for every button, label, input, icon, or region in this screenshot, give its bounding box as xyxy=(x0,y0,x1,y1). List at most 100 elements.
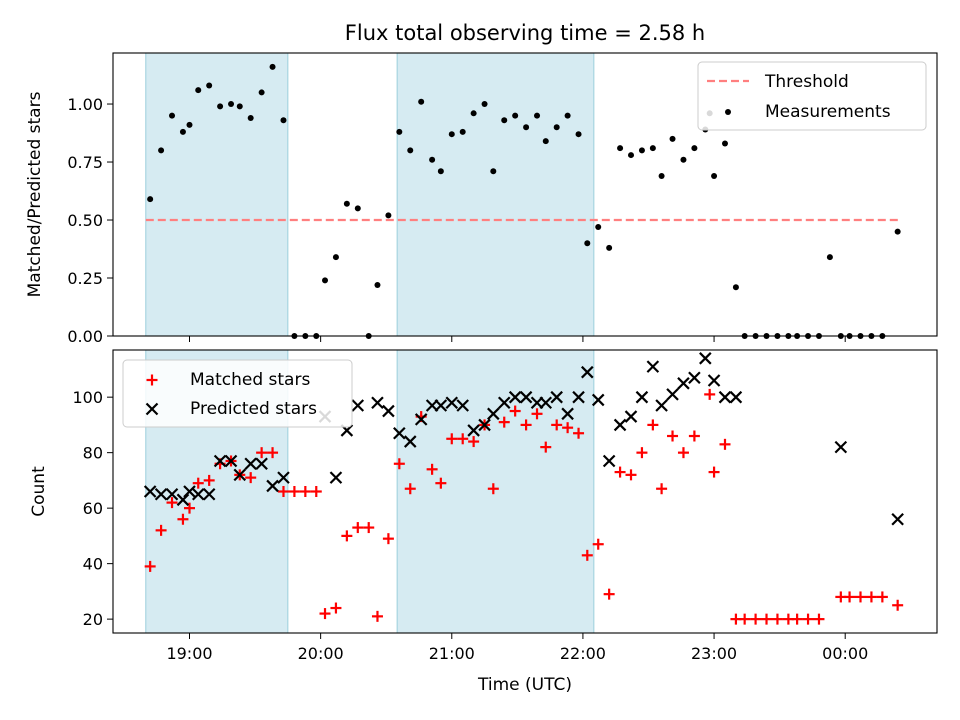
measurement-point xyxy=(894,228,901,235)
predicted-star-marker-b xyxy=(393,426,406,440)
predicted-star-marker-b xyxy=(707,374,721,387)
measurement-point xyxy=(206,82,213,89)
predicted-star-marker xyxy=(602,454,616,468)
predicted-star-marker-b xyxy=(183,485,196,498)
matched-star-marker xyxy=(166,497,178,509)
predicted-star-marker xyxy=(635,390,649,404)
predicted-star-marker-b xyxy=(718,390,732,404)
predicted-star-marker-b xyxy=(143,485,157,498)
predicted-star-marker xyxy=(550,390,563,404)
predicted-star-marker xyxy=(233,468,247,482)
predicted-star-marker xyxy=(487,407,500,421)
top-legend: Threshold Measurements xyxy=(697,61,927,131)
matched-star-marker xyxy=(352,522,364,534)
measurement-point xyxy=(217,103,224,110)
predicted-star-marker-b xyxy=(277,471,290,484)
matched-star-marker xyxy=(404,483,416,495)
top-panel: 0.00 0.25 0.50 0.75 1.00 Flux total observin… xyxy=(25,21,938,346)
legend-measurement-swatch xyxy=(725,109,731,115)
predicted-star-marker xyxy=(834,440,848,454)
matched-star-marker xyxy=(371,610,383,622)
matched-star-marker xyxy=(704,388,716,400)
matched-star-marker xyxy=(177,513,189,525)
predicted-star-marker xyxy=(434,399,448,412)
top-axis-ticks: 0.00 0.25 0.50 0.75 1.00 xyxy=(67,95,846,346)
predicted-star-marker-b xyxy=(677,377,690,390)
predicted-star-marker xyxy=(666,388,679,401)
predicted-star-marker xyxy=(655,399,668,412)
predicted-stars-markers xyxy=(143,352,904,526)
matched-star-marker xyxy=(509,405,521,417)
shaded-interval-0 xyxy=(145,52,289,337)
predicted-star-marker-b xyxy=(255,457,268,471)
matched-star-marker xyxy=(614,466,626,478)
bottom-panel: 19:00 20:00 21:00 22:00 23:00 00:00 20 40 60 80 10… xyxy=(29,349,938,695)
y-tick-label: 100 xyxy=(72,388,103,407)
measurement-point xyxy=(179,128,186,135)
predicted-star-marker-b xyxy=(213,454,227,468)
legend-matched-label: Matched stars xyxy=(190,370,310,390)
predicted-star-marker xyxy=(143,485,157,498)
predicted-star-marker xyxy=(329,471,343,484)
chart-title: Flux total observing time = 2.58 h xyxy=(345,21,705,45)
measurement-point xyxy=(236,103,243,110)
bottom-axis-ticks: 19:00 20:00 21:00 22:00 23:00 00:00 20 40 60 80 10… xyxy=(72,388,868,663)
measurement-point xyxy=(680,156,687,163)
predicted-star-marker-b xyxy=(371,396,384,409)
measurement-point xyxy=(691,145,698,152)
measurement-point xyxy=(147,196,154,203)
predicted-star-marker xyxy=(456,399,469,412)
measurement-point xyxy=(490,168,497,175)
predicted-star-marker xyxy=(255,457,268,471)
matched-star-marker xyxy=(562,422,574,434)
matched-star-marker xyxy=(719,438,731,450)
measurement-point xyxy=(186,121,193,128)
measurement-point xyxy=(354,205,361,212)
predicted-star-marker xyxy=(591,393,605,407)
measurement-point xyxy=(826,254,833,261)
predicted-star-marker xyxy=(688,371,701,385)
predicted-star-marker xyxy=(266,479,279,493)
predicted-star-marker-b xyxy=(646,360,660,373)
matched-star-marker xyxy=(299,486,311,497)
matched-star-marker xyxy=(592,538,604,550)
predicted-star-marker-b xyxy=(834,440,848,454)
measurement-point xyxy=(470,110,477,117)
measurement-point xyxy=(512,112,519,119)
predicted-star-marker xyxy=(646,360,660,373)
y-tick-label: 1.00 xyxy=(67,95,103,114)
measurement-point xyxy=(501,117,508,124)
predicted-star-marker-b xyxy=(487,407,500,421)
matched-star-marker xyxy=(267,447,279,459)
predicted-star-marker-b xyxy=(456,399,469,412)
measurement-point xyxy=(658,172,665,179)
predicted-star-marker xyxy=(707,374,721,387)
y-tick-label: 0.75 xyxy=(67,153,103,172)
matched-star-marker xyxy=(363,522,375,534)
matched-star-marker xyxy=(446,433,458,445)
matched-star-marker xyxy=(468,436,480,448)
predicted-star-marker xyxy=(351,399,365,412)
matched-star-marker xyxy=(688,430,700,442)
bottom-legend-box xyxy=(122,359,353,428)
predicted-star-marker xyxy=(382,404,395,418)
measurement-point xyxy=(481,101,488,108)
predicted-star-marker xyxy=(176,493,190,507)
matched-star-marker xyxy=(573,427,585,439)
matched-star-marker xyxy=(540,441,552,453)
predicted-star-marker xyxy=(699,352,712,365)
measurement-point xyxy=(195,87,202,94)
measurement-point xyxy=(437,168,444,175)
predicted-star-marker-b xyxy=(165,487,179,501)
predicted-star-marker xyxy=(191,487,205,501)
matched-star-marker xyxy=(341,530,353,542)
y-tick-label: 0.25 xyxy=(67,269,103,288)
predicted-star-marker xyxy=(445,396,459,409)
matched-star-marker xyxy=(581,549,593,561)
predicted-star-marker-b xyxy=(635,390,649,404)
matched-star-marker xyxy=(256,447,268,459)
matched-star-marker xyxy=(771,613,783,625)
measurement-point xyxy=(575,131,582,138)
matched-star-marker xyxy=(277,486,289,497)
bottom-y-axis-label: Count xyxy=(29,466,49,517)
